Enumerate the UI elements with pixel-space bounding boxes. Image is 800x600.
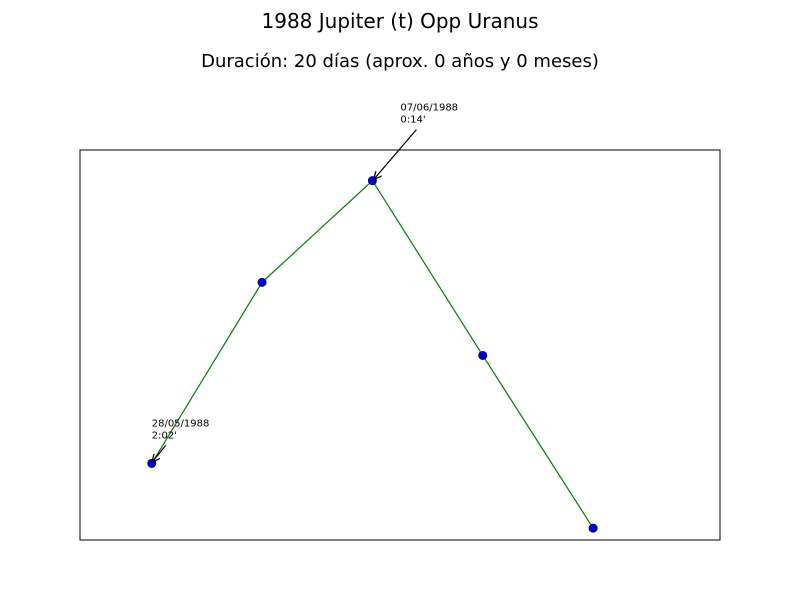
annotation-arrow: [153, 445, 167, 461]
series-line: [151, 179, 594, 529]
data-point-1: [257, 277, 267, 287]
annotation-orb-label: 2:02': [152, 430, 177, 441]
chart-title: 1988 Jupiter (t) Opp Uranus: [261, 9, 539, 33]
annotation-date-label: 07/06/1988: [400, 103, 458, 114]
series-layer: [147, 176, 598, 533]
plot-area-frame: [79, 149, 721, 541]
data-point-0: [147, 458, 157, 468]
chart-subtitle: Duración: 20 días (aprox. 0 años y 0 mes…: [201, 51, 599, 72]
annotation-arrow: [374, 129, 417, 179]
annotation-orb-label: 0:14': [400, 115, 425, 126]
data-point-4: [588, 523, 598, 533]
annotation-date-label: 28/05/1988: [152, 418, 210, 429]
data-point-3: [478, 350, 488, 360]
